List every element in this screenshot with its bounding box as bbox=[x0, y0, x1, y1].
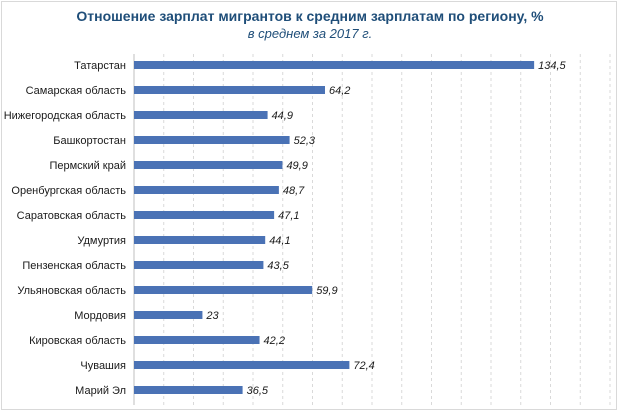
chart-subtitle: в среднем за 2017 г. bbox=[247, 26, 373, 41]
category-label: Нижегородская область bbox=[4, 110, 127, 122]
bar bbox=[134, 211, 275, 219]
category-label: Кировская область bbox=[29, 335, 126, 347]
value-label: 72,4 bbox=[353, 360, 374, 372]
category-label: Марий Эл bbox=[75, 385, 126, 397]
category-label: Мордовия bbox=[74, 310, 126, 322]
value-label: 134,5 bbox=[538, 60, 566, 72]
category-label: Татарстан bbox=[74, 60, 126, 72]
value-label: 47,1 bbox=[278, 210, 299, 222]
category-label: Самарская область bbox=[26, 85, 127, 97]
bar bbox=[134, 286, 313, 294]
bar bbox=[134, 311, 203, 319]
bar bbox=[134, 61, 535, 69]
category-label: Башкортостан bbox=[53, 135, 126, 147]
category-label: Чувашия bbox=[80, 360, 126, 372]
labels: Татарстан 134,5 Самарская область 64,2 Нижег… bbox=[4, 60, 567, 397]
value-label: 64,2 bbox=[329, 85, 350, 97]
bar bbox=[134, 236, 266, 244]
value-label: 52,3 bbox=[294, 135, 316, 147]
grid-lines bbox=[133, 54, 611, 405]
value-label: 36,5 bbox=[247, 385, 269, 397]
value-label: 44,9 bbox=[272, 110, 293, 122]
value-label: 59,9 bbox=[316, 285, 337, 297]
value-label: 23 bbox=[205, 310, 219, 322]
value-label: 49,9 bbox=[286, 160, 307, 172]
bar bbox=[134, 136, 290, 144]
category-label: Пензенская область bbox=[22, 260, 126, 272]
bar bbox=[134, 86, 325, 94]
category-label: Оренбургская область bbox=[11, 185, 126, 197]
value-label: 42,2 bbox=[264, 335, 285, 347]
category-label: Пермский край bbox=[49, 160, 126, 172]
value-label: 48,7 bbox=[283, 185, 305, 197]
bar bbox=[134, 386, 243, 394]
bars bbox=[134, 61, 535, 394]
bar bbox=[134, 161, 283, 169]
bar bbox=[134, 111, 268, 119]
value-label: 44,1 bbox=[269, 235, 290, 247]
category-label: Саратовская область bbox=[17, 210, 127, 222]
bar bbox=[134, 361, 350, 369]
bar bbox=[134, 261, 264, 269]
bar bbox=[134, 186, 279, 194]
category-label: Ульяновская область bbox=[17, 285, 126, 297]
value-label: 43,5 bbox=[267, 260, 289, 272]
category-label: Удмуртия bbox=[77, 235, 126, 247]
bar bbox=[134, 336, 260, 344]
chart-title: Отношение зарплат мигрантов к средним за… bbox=[76, 8, 544, 24]
